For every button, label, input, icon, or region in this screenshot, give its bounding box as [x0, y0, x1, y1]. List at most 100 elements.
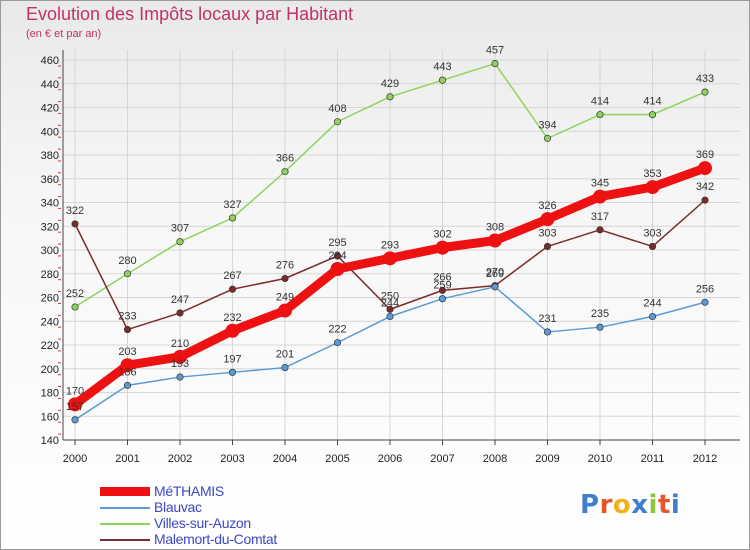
legend-label-methamis: MéTHAMIS: [154, 483, 224, 499]
data-point-villes-sur-auzon: [596, 111, 604, 119]
y-tick-label: 180: [41, 388, 59, 400]
series-villes-sur-auzon: [71, 60, 709, 311]
data-label-malemort-du-comtat: 295: [328, 237, 346, 249]
x-tick-label: 2005: [325, 453, 349, 465]
x-tick-label: 2000: [63, 453, 87, 465]
data-label-blauvac: 256: [696, 283, 714, 295]
data-point-villes-sur-auzon: [386, 93, 394, 101]
data-label-villes-sur-auzon: 327: [223, 199, 241, 211]
proxiti-logo: Proxiti: [580, 490, 680, 520]
legend-item-villes-sur-auzon: Villes-sur-Auzon: [100, 515, 360, 532]
legend-item-malemort-du-comtat: Malemort-du-Comtat: [100, 531, 360, 548]
data-label-methamis: 210: [171, 338, 189, 350]
x-tick-label: 2008: [483, 453, 507, 465]
data-point-villes-sur-auzon: [176, 238, 184, 246]
data-point-malemort-du-comtat: [333, 252, 342, 260]
data-label-methamis: 308: [486, 222, 504, 234]
legend-swatch-methamis: [100, 487, 150, 496]
data-point-methamis: [120, 358, 135, 373]
data-labels: 170 203 210 232 249 284 293 302 308 326 345 353 369 1…: [66, 45, 714, 413]
data-label-blauvac: 186: [118, 366, 136, 378]
data-label-villes-sur-auzon: 414: [643, 96, 661, 108]
data-point-methamis: [488, 233, 502, 248]
data-label-methamis: 170: [66, 385, 84, 397]
data-label-villes-sur-auzon: 307: [171, 223, 189, 235]
data-point-methamis: [383, 251, 397, 266]
legend-item-blauvac: Blauvac: [100, 499, 360, 516]
data-point-blauvac: [333, 339, 342, 347]
y-tick-label: 240: [41, 316, 59, 328]
data-point-villes-sur-auzon: [123, 270, 132, 278]
data-point-villes-sur-auzon: [543, 134, 552, 142]
data-label-blauvac: 157: [66, 401, 84, 413]
data-label-methamis: 293: [381, 239, 399, 251]
data-point-villes-sur-auzon: [491, 60, 499, 68]
data-label-villes-sur-auzon: 366: [276, 153, 294, 165]
data-label-villes-sur-auzon: 443: [433, 61, 451, 73]
data-point-malemort-du-comtat: [176, 309, 184, 317]
data-label-malemort-du-comtat: 233: [118, 311, 136, 323]
y-tick-label: 460: [41, 55, 59, 67]
x-tick-label: 2003: [220, 453, 244, 465]
data-label-blauvac: 269: [486, 268, 504, 280]
data-label-methamis: 369: [696, 149, 714, 161]
data-point-blauvac: [596, 323, 604, 331]
logo-letter: t: [657, 490, 671, 520]
data-point-villes-sur-auzon: [333, 118, 342, 126]
data-point-villes-sur-auzon: [71, 303, 79, 311]
legend-label-malemort-du-comtat: Malemort-du-Comtat: [154, 531, 277, 547]
legend-swatch-blauvac: [100, 507, 150, 509]
data-label-blauvac: 244: [381, 298, 399, 310]
data-point-villes-sur-auzon: [648, 111, 657, 119]
data-point-malemort-du-comtat: [228, 285, 237, 293]
grid: [63, 50, 740, 441]
data-label-blauvac: 235: [591, 308, 609, 320]
data-label-villes-sur-auzon: 457: [486, 45, 504, 57]
y-tick-label: 220: [41, 340, 59, 352]
logo-letter: x: [631, 490, 649, 520]
data-label-malemort-du-comtat: 317: [591, 211, 609, 223]
legend-item-methamis: MéTHAMIS: [100, 483, 360, 500]
x-tick-label: 2011: [641, 453, 665, 465]
data-label-methamis: 353: [643, 168, 661, 180]
y-tick-label: 200: [41, 364, 59, 376]
data-point-villes-sur-auzon: [228, 214, 237, 222]
data-label-villes-sur-auzon: 252: [66, 288, 84, 300]
x-tick-label: 2004: [273, 453, 297, 465]
data-label-malemort-du-comtat: 303: [643, 227, 661, 239]
data-label-methamis: 203: [118, 346, 136, 358]
y-tick-label: 440: [41, 79, 59, 91]
data-point-blauvac: [228, 368, 237, 376]
data-point-malemort-du-comtat: [701, 196, 709, 204]
data-point-methamis: [645, 180, 660, 195]
y-tick-label: 380: [41, 150, 59, 162]
data-point-methamis: [698, 161, 712, 176]
data-point-methamis: [593, 189, 607, 204]
data-label-malemort-du-comtat: 266: [433, 271, 451, 283]
data-label-methamis: 326: [538, 200, 556, 212]
legend-label-villes-sur-auzon: Villes-sur-Auzon: [154, 515, 251, 531]
data-label-methamis: 284: [328, 250, 346, 262]
y-tick-label: 140: [41, 435, 59, 447]
data-point-blauvac: [176, 373, 184, 381]
y-tick-label: 300: [41, 245, 59, 257]
y-tick-label: 360: [41, 174, 59, 186]
data-label-methamis: 232: [223, 312, 241, 324]
x-tick-label: 2009: [535, 453, 559, 465]
data-point-methamis: [540, 212, 555, 227]
x-tick-label: 2012: [693, 453, 717, 465]
data-point-methamis: [225, 323, 240, 338]
data-label-malemort-du-comtat: 250: [381, 290, 399, 302]
logo-letter: i: [670, 490, 681, 520]
data-point-blauvac: [543, 328, 552, 336]
series-malemort-du-comtat: [71, 196, 709, 334]
y-tick-label: 280: [41, 269, 59, 281]
data-label-malemort-du-comtat: 267: [223, 270, 241, 282]
data-point-villes-sur-auzon: [438, 76, 447, 84]
data-point-malemort-du-comtat: [438, 286, 447, 294]
data-point-blauvac: [386, 312, 394, 321]
data-label-malemort-du-comtat: 322: [66, 205, 84, 217]
data-label-blauvac: 193: [171, 358, 189, 370]
data-label-blauvac: 197: [223, 353, 241, 365]
